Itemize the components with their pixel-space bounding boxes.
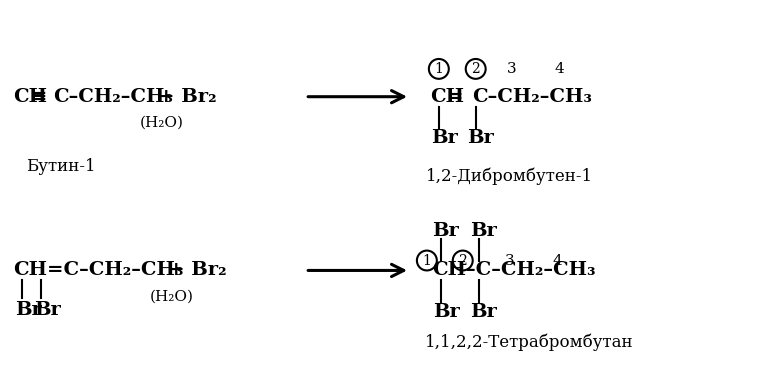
Text: C–CH₂–CH₃: C–CH₂–CH₃ (53, 88, 173, 106)
Text: 1: 1 (434, 62, 443, 76)
Text: Br: Br (466, 129, 494, 147)
Text: ≡: ≡ (31, 88, 48, 106)
Text: 4: 4 (555, 62, 564, 76)
Text: Br: Br (432, 222, 459, 240)
Text: Br: Br (16, 301, 42, 319)
Text: 3: 3 (507, 62, 516, 76)
Text: + Br₂: + Br₂ (168, 261, 226, 279)
Text: CH=C–CH₂–CH₃: CH=C–CH₂–CH₃ (13, 261, 184, 279)
Text: Br: Br (470, 303, 497, 321)
Text: CH: CH (430, 88, 464, 106)
Text: Br: Br (431, 129, 458, 147)
Text: C–CH₂–CH₃: C–CH₂–CH₃ (472, 88, 591, 106)
Text: Br: Br (470, 222, 497, 240)
Text: 1: 1 (423, 254, 431, 267)
Text: CH: CH (13, 88, 48, 106)
Text: =: = (446, 88, 463, 106)
Text: + Br₂: + Br₂ (158, 88, 217, 106)
Text: (H₂O): (H₂O) (140, 115, 184, 130)
Text: Br: Br (34, 301, 61, 319)
Text: 2: 2 (459, 254, 467, 267)
Text: 1,1,2,2-Тетрабромбутан: 1,1,2,2-Тетрабромбутан (425, 333, 634, 350)
Text: CH–C–CH₂–CH₃: CH–C–CH₂–CH₃ (432, 261, 595, 279)
Text: 3: 3 (505, 254, 514, 267)
Text: Бутин-1: Бутин-1 (27, 158, 96, 175)
Text: 4: 4 (552, 254, 562, 267)
Text: 1,2-Дибромбутен-1: 1,2-Дибромбутен-1 (426, 168, 593, 185)
Text: (H₂O): (H₂O) (150, 289, 193, 303)
Text: Br: Br (433, 303, 459, 321)
Text: 2: 2 (471, 62, 480, 76)
